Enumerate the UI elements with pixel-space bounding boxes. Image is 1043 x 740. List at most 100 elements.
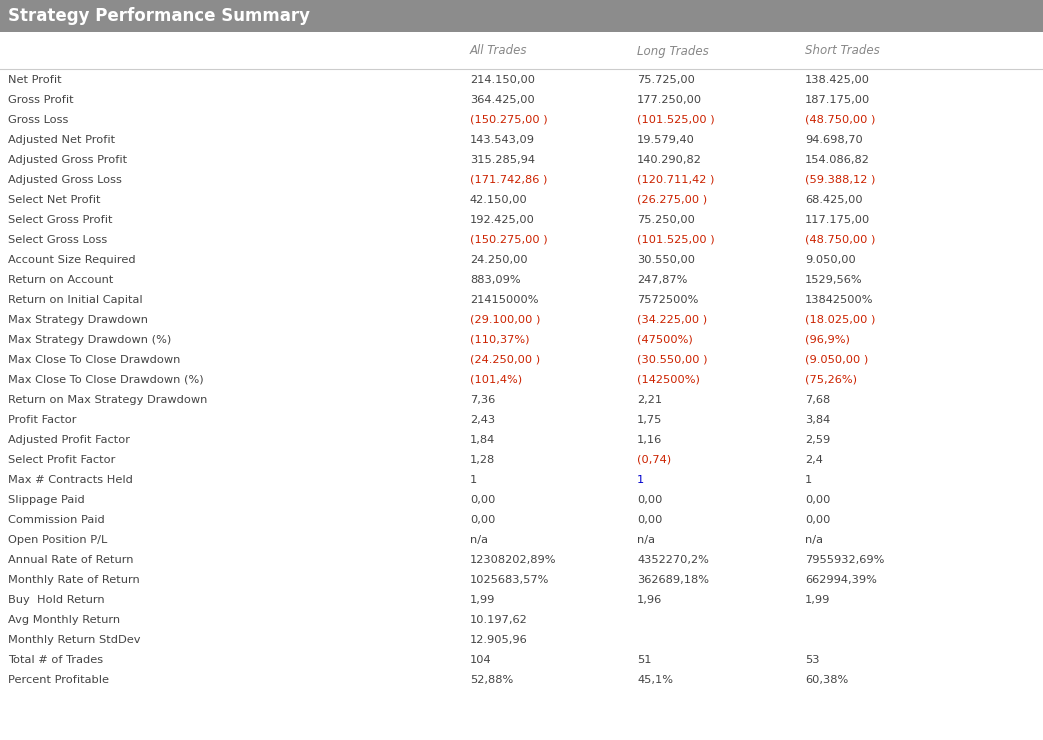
Bar	[0, 630, 1043, 650]
Bar	[0, 650, 1043, 670]
Text: 0,00: 0,00	[470, 495, 495, 505]
Bar	[0, 70, 1043, 90]
Text: n/a: n/a	[637, 535, 655, 545]
Text: (101,4%): (101,4%)	[470, 375, 523, 385]
Text: 247,87%: 247,87%	[637, 275, 687, 285]
Text: 1,96: 1,96	[637, 595, 662, 605]
Text: Max Close To Close Drawdown (%): Max Close To Close Drawdown (%)	[8, 375, 203, 385]
Text: 7,68: 7,68	[805, 395, 830, 405]
Text: 138.425,00: 138.425,00	[805, 75, 870, 85]
Text: 1: 1	[805, 475, 812, 485]
Text: 187.175,00: 187.175,00	[805, 95, 870, 105]
Bar	[0, 110, 1043, 130]
Text: 94.698,70: 94.698,70	[805, 135, 863, 145]
Text: 1,99: 1,99	[470, 595, 495, 605]
Text: 12.905,96: 12.905,96	[470, 635, 528, 645]
Text: Strategy Performance Summary: Strategy Performance Summary	[8, 7, 310, 25]
Text: 0,00: 0,00	[637, 495, 662, 505]
Text: (75,26%): (75,26%)	[805, 375, 857, 385]
Text: 140.290,82: 140.290,82	[637, 155, 702, 165]
Bar	[0, 430, 1043, 450]
Text: (29.100,00 ): (29.100,00 )	[470, 315, 540, 325]
Bar	[0, 550, 1043, 570]
Text: 192.425,00: 192.425,00	[470, 215, 535, 225]
Text: 1: 1	[470, 475, 478, 485]
Text: (110,37%): (110,37%)	[470, 335, 530, 345]
Bar	[0, 250, 1043, 270]
Text: 0,00: 0,00	[805, 495, 830, 505]
Text: Commission Paid: Commission Paid	[8, 515, 104, 525]
Text: 364.425,00: 364.425,00	[470, 95, 535, 105]
Bar	[0, 330, 1043, 350]
Text: 315.285,94: 315.285,94	[470, 155, 535, 165]
Text: Net Profit: Net Profit	[8, 75, 62, 85]
Text: 9.050,00: 9.050,00	[805, 255, 855, 265]
Bar	[0, 570, 1043, 590]
Bar	[0, 370, 1043, 390]
Bar	[0, 390, 1043, 410]
Text: 1025683,57%: 1025683,57%	[470, 575, 550, 585]
Text: 104: 104	[470, 655, 491, 665]
Text: Adjusted Gross Profit: Adjusted Gross Profit	[8, 155, 127, 165]
Text: 2,21: 2,21	[637, 395, 662, 405]
Text: Slippage Paid: Slippage Paid	[8, 495, 84, 505]
Bar	[0, 130, 1043, 150]
Text: (142500%): (142500%)	[637, 375, 700, 385]
Text: Max Strategy Drawdown: Max Strategy Drawdown	[8, 315, 148, 325]
Bar	[0, 490, 1043, 510]
Text: (101.525,00 ): (101.525,00 )	[637, 115, 714, 125]
Text: 1,84: 1,84	[470, 435, 495, 445]
Text: (18.025,00 ): (18.025,00 )	[805, 315, 875, 325]
Text: 53: 53	[805, 655, 820, 665]
Text: (59.388,12 ): (59.388,12 )	[805, 175, 875, 185]
Text: (47500%): (47500%)	[637, 335, 693, 345]
Bar	[0, 610, 1043, 630]
Bar	[0, 310, 1043, 330]
Text: 0,00: 0,00	[637, 515, 662, 525]
Text: 42.150,00: 42.150,00	[470, 195, 528, 205]
Bar	[0, 150, 1043, 170]
Text: 60,38%: 60,38%	[805, 675, 848, 685]
Text: n/a: n/a	[805, 535, 823, 545]
Text: (24.250,00 ): (24.250,00 )	[470, 355, 540, 365]
Text: (34.225,00 ): (34.225,00 )	[637, 315, 707, 325]
Text: Long Trades: Long Trades	[637, 44, 709, 58]
Text: Buy  Hold Return: Buy Hold Return	[8, 595, 104, 605]
Text: Profit Factor: Profit Factor	[8, 415, 76, 425]
Text: n/a: n/a	[470, 535, 488, 545]
Text: 0,00: 0,00	[470, 515, 495, 525]
Text: Adjusted Net Profit: Adjusted Net Profit	[8, 135, 115, 145]
Text: Short Trades: Short Trades	[805, 44, 879, 58]
Text: 2,43: 2,43	[470, 415, 495, 425]
Text: 52,88%: 52,88%	[470, 675, 513, 685]
Text: 362689,18%: 362689,18%	[637, 575, 709, 585]
Text: (101.525,00 ): (101.525,00 )	[637, 235, 714, 245]
Text: 214.150,00: 214.150,00	[470, 75, 535, 85]
Text: 154.086,82: 154.086,82	[805, 155, 870, 165]
Text: 1,28: 1,28	[470, 455, 495, 465]
Text: (48.750,00 ): (48.750,00 )	[805, 115, 875, 125]
Text: 1,16: 1,16	[637, 435, 662, 445]
Text: Select Gross Loss: Select Gross Loss	[8, 235, 107, 245]
Text: Select Net Profit: Select Net Profit	[8, 195, 100, 205]
Text: (150.275,00 ): (150.275,00 )	[470, 115, 548, 125]
Bar	[0, 670, 1043, 690]
Text: 7955932,69%: 7955932,69%	[805, 555, 884, 565]
Text: Return on Initial Capital: Return on Initial Capital	[8, 295, 143, 305]
Text: Adjusted Gross Loss: Adjusted Gross Loss	[8, 175, 122, 185]
Text: 45,1%: 45,1%	[637, 675, 673, 685]
Text: (9.050,00 ): (9.050,00 )	[805, 355, 868, 365]
Text: 51: 51	[637, 655, 652, 665]
Bar	[0, 510, 1043, 530]
Text: 1,99: 1,99	[805, 595, 830, 605]
Text: Percent Profitable: Percent Profitable	[8, 675, 110, 685]
Text: 75.250,00: 75.250,00	[637, 215, 695, 225]
Bar	[0, 290, 1043, 310]
Text: (96,9%): (96,9%)	[805, 335, 850, 345]
Text: (150.275,00 ): (150.275,00 )	[470, 235, 548, 245]
Text: 10.197,62: 10.197,62	[470, 615, 528, 625]
Text: (120.711,42 ): (120.711,42 )	[637, 175, 714, 185]
Text: 1: 1	[637, 475, 645, 485]
Text: Monthly Rate of Return: Monthly Rate of Return	[8, 575, 140, 585]
Text: Adjusted Profit Factor: Adjusted Profit Factor	[8, 435, 130, 445]
